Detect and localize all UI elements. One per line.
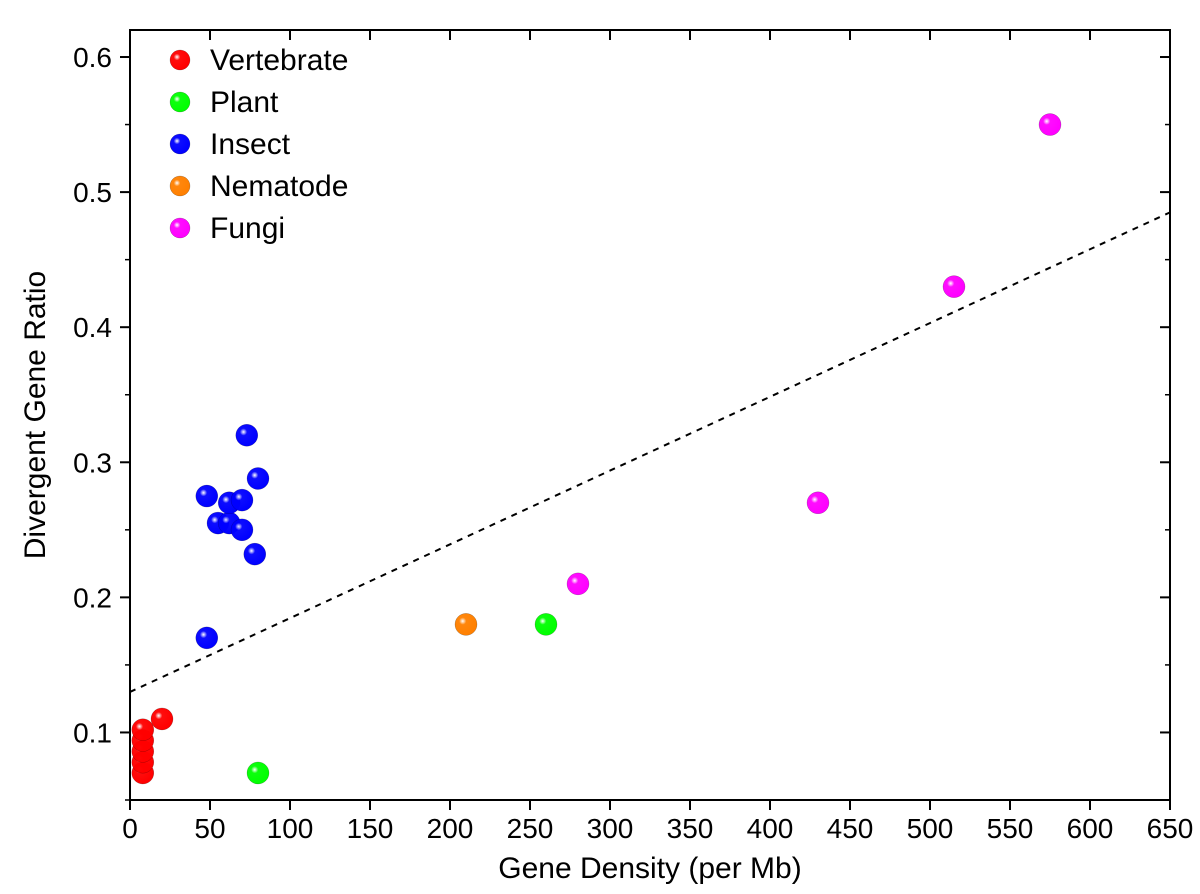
legend-label: Plant [210, 86, 279, 119]
data-point [455, 613, 477, 635]
legend-label: Fungi [210, 212, 285, 245]
data-point [943, 276, 965, 298]
scatter-chart: 0 50 100 150 200 250 300 350 400 450 500 550 600 650 0… [0, 0, 1200, 894]
x-tick-label: 450 [827, 813, 874, 844]
legend-marker [170, 92, 190, 112]
data-point [244, 543, 266, 565]
data-point [231, 519, 253, 541]
x-tick-label: 200 [427, 813, 474, 844]
y-tick-label: 0.3 [73, 447, 112, 478]
legend-marker [170, 50, 190, 70]
trendline [130, 212, 1170, 692]
x-tick-label: 350 [667, 813, 714, 844]
x-axis-label: Gene Density (per Mb) [498, 852, 801, 885]
x-tick-label: 0 [122, 813, 138, 844]
data-point [196, 485, 218, 507]
x-tick-label: 650 [1147, 813, 1194, 844]
x-tick-label: 50 [194, 813, 225, 844]
legend-marker [170, 218, 190, 238]
legend-marker [170, 176, 190, 196]
data-point [247, 762, 269, 784]
y-axis-label: Divergent Gene Ratio [19, 271, 52, 560]
legend-label: Insect [210, 128, 291, 161]
x-tick-label: 150 [347, 813, 394, 844]
data-point [567, 573, 589, 595]
data-point [807, 492, 829, 514]
data-point [196, 627, 218, 649]
data-point [151, 708, 173, 730]
x-tick-label: 550 [987, 813, 1034, 844]
legend-marker [170, 134, 190, 154]
y-tick-label: 0.6 [73, 42, 112, 73]
data-point [535, 613, 557, 635]
data-point [1039, 114, 1061, 136]
y-tick-label: 0.2 [73, 582, 112, 613]
data-point [247, 467, 269, 489]
legend-label: Nematode [210, 170, 348, 203]
x-tick-label: 500 [907, 813, 954, 844]
chart-container: 0 50 100 150 200 250 300 350 400 450 500 550 600 650 0… [0, 0, 1200, 894]
x-tick-label: 400 [747, 813, 794, 844]
x-tick-label: 100 [267, 813, 314, 844]
data-point [236, 424, 258, 446]
x-tick-label: 250 [507, 813, 554, 844]
x-tick-label: 600 [1067, 813, 1114, 844]
data-point [132, 719, 154, 741]
legend-label: Vertebrate [210, 44, 348, 77]
data-point [231, 489, 253, 511]
y-tick-label: 0.1 [73, 717, 112, 748]
y-tick-label: 0.5 [73, 177, 112, 208]
y-tick-label: 0.4 [73, 312, 112, 343]
x-tick-label: 300 [587, 813, 634, 844]
